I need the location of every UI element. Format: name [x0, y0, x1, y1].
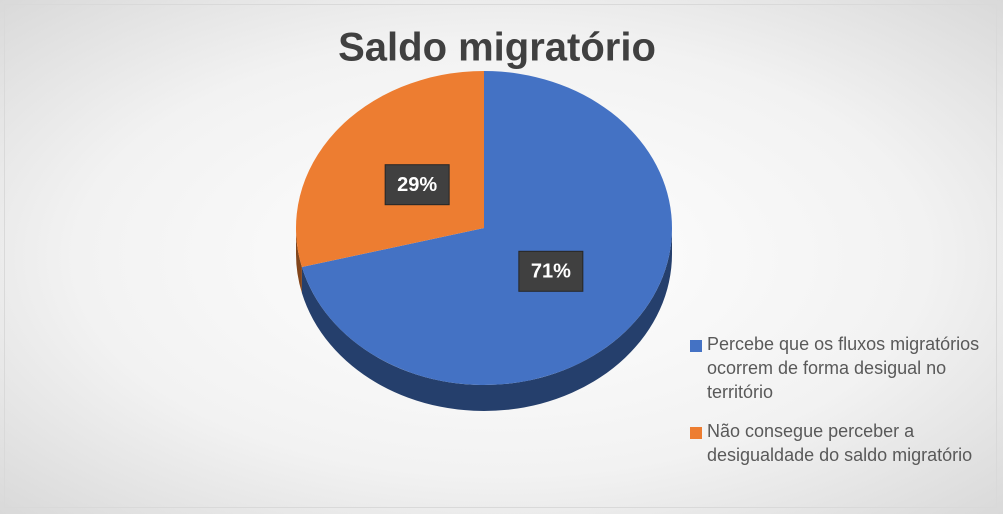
pie-slice [301, 71, 672, 385]
legend-swatch [690, 340, 702, 352]
data-label: 29% [384, 164, 450, 206]
data-label-box [384, 164, 450, 206]
legend-swatch [690, 427, 702, 439]
pie-side [301, 228, 672, 411]
pie-side [296, 228, 302, 294]
data-label-text: 71% [531, 261, 571, 283]
legend-label: Não consegue perceber a desigualdade do … [707, 421, 973, 465]
legend-label: Percebe que os fluxos migratórios ocorre… [707, 334, 980, 402]
data-label-text: 29% [397, 174, 437, 196]
data-label: 71% [518, 250, 584, 292]
data-label-box [518, 250, 584, 292]
chart-title: Saldo migratório [338, 26, 656, 70]
chart-border [4, 4, 997, 508]
